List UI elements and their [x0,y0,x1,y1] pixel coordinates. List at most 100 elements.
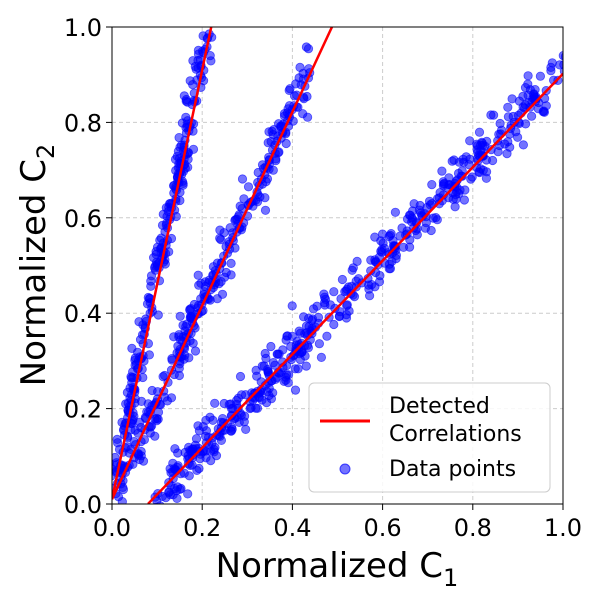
data-point [210,442,220,452]
data-point [377,229,388,239]
data-point [461,152,471,162]
data-point [412,230,422,240]
data-point [370,232,380,242]
data-point [478,165,488,175]
y-tick-label: 0.2 [64,396,102,424]
data-point [322,331,332,341]
data-point [152,510,160,518]
data-point [145,428,155,438]
data-point [104,506,112,514]
data-point [474,127,485,137]
data-point [563,48,571,56]
data-point [400,230,411,240]
data-point [329,319,339,330]
data-point [287,331,297,341]
data-point [578,16,586,24]
data-point [503,102,513,112]
data-point [111,505,119,513]
plot-frame [111,26,564,505]
data-point [546,62,556,73]
data-point [320,300,330,310]
y-axis-label: Normalized C2 [14,144,60,387]
data-point [523,71,533,81]
data-point [207,14,215,22]
data-point [572,35,580,43]
data-point [217,289,228,299]
data-point [314,339,324,349]
data-point [177,118,187,128]
data-point [351,276,361,286]
y-tick-label: 0.4 [64,300,102,328]
data-point [291,79,301,89]
data-point [284,101,295,111]
data-point [389,241,399,251]
data-point [193,270,203,280]
data-point [252,371,262,381]
data-point [237,174,248,184]
data-point [477,137,487,147]
data-point [196,278,206,288]
data-point [155,501,165,504]
x-tick-label: 0.8 [454,514,492,542]
data-point [162,506,170,514]
data-point [263,138,273,148]
y-tick-label: 0.8 [64,109,102,137]
data-point [225,223,235,233]
data-point [268,388,278,398]
legend-box [308,382,551,493]
data-point [165,490,175,500]
data-point [370,282,380,292]
data-point [293,364,303,374]
data-point [205,50,215,61]
x-tick-label: 1.0 [544,514,582,542]
x-tick-label: 0.2 [183,514,221,542]
data-point [319,289,329,299]
data-point [303,343,313,353]
legend-label-data-points: Data points [389,457,516,482]
correlation-line-steep [112,27,213,500]
data-point [404,242,415,252]
data-point [567,49,575,57]
data-point [447,156,457,166]
data-point [334,311,344,322]
data-point [138,372,148,383]
data-point [208,15,216,23]
y-tick-label: 0.6 [64,205,102,233]
data-point [143,399,153,409]
data-point [190,346,201,356]
data-point [173,448,183,458]
data-point [211,450,222,461]
data-point [248,392,258,402]
data-point [295,354,305,365]
data-point [261,397,272,408]
data-point [175,195,185,206]
data-point [127,343,137,353]
data-point [276,367,286,378]
data-point [349,291,360,302]
ticks: 0.0 0.2 0.4 0.6 0.8 1.0 0.0 0.2 0.4 0.6 0.8 1.0 [64,14,582,542]
data-point [312,301,322,311]
data-point [450,202,460,212]
correlation-line-shallow [147,72,563,504]
data-point [173,461,183,471]
data-point [184,471,194,481]
data-point [121,399,131,409]
data-point [252,403,263,413]
data-point [179,91,189,101]
data-point [390,207,400,217]
data-point [235,371,246,382]
data-point [503,112,513,122]
data-point [278,357,288,367]
data-point [466,174,476,184]
x-tick-label: 0.0 [93,514,131,542]
data-point [437,166,447,176]
data-point [261,353,271,363]
data-point [226,426,236,436]
data-point [348,263,358,273]
data-point [284,85,294,96]
data-point [222,418,232,429]
data-point [127,373,137,383]
data-point [267,126,277,136]
data-point [512,132,523,142]
